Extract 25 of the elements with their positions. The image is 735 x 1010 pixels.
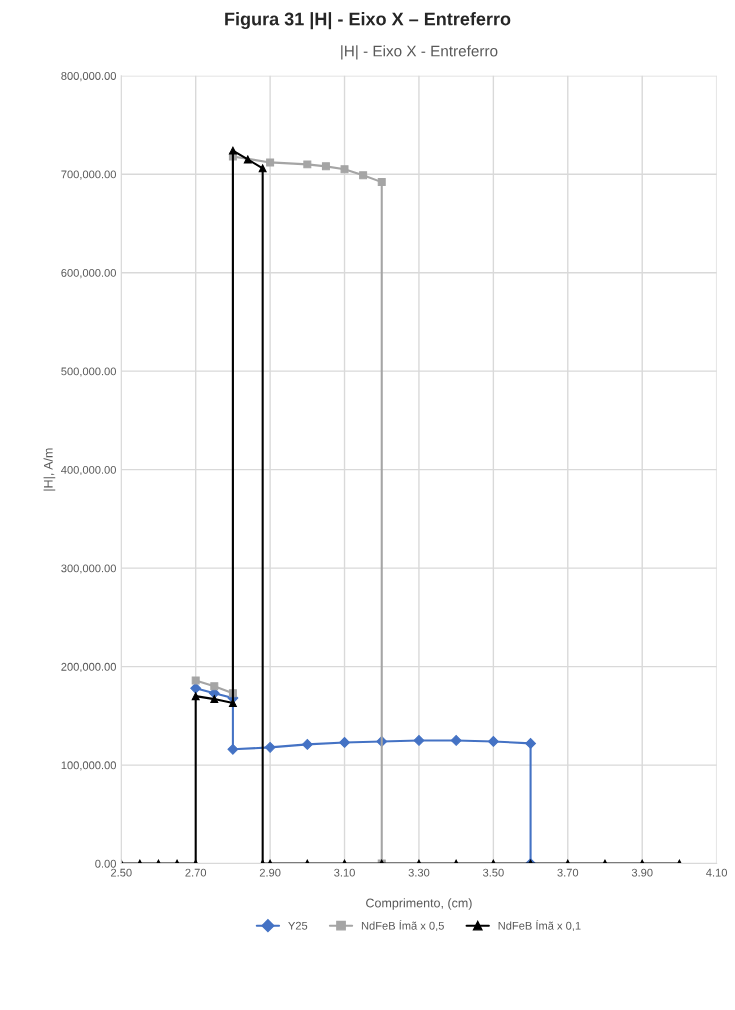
x-tick-label: 2.70: [185, 868, 207, 877]
y-tick-label: 600,000.00: [61, 268, 116, 279]
y-tick-label: 200,000.00: [61, 662, 116, 673]
x-axis-title: Comprimento, (cm): [366, 898, 472, 910]
x-tick-label: 2.50: [111, 868, 132, 877]
y-tick-label: 700,000.00: [61, 170, 116, 180]
y-tick-label: 400,000.00: [61, 465, 116, 476]
y-tick-label: 100,000.00: [61, 761, 116, 771]
y-tick-label: 500,000.00: [61, 367, 116, 377]
legend-label: NdFeB Ímã x 0,5: [361, 919, 444, 931]
x-tick-label: 3.50: [482, 868, 504, 877]
y-tick-label: 0.00: [95, 859, 116, 868]
x-tick-label: 3.90: [631, 868, 653, 877]
x-tick-label: 4.10: [706, 868, 727, 877]
x-tick-label: 3.70: [557, 868, 579, 877]
chart-subtitle: |H| - Eixo X - Entreferro: [341, 45, 498, 60]
chart-title: Figura 31 |H| - Eixo X – Entreferro: [225, 12, 511, 30]
legend-label: NdFeB Ímã x 0,1: [498, 919, 581, 931]
x-tick-label: 2.90: [259, 868, 281, 877]
y-tick-label: 800,000.00: [61, 72, 116, 82]
y-tick-label: 300,000.00: [61, 564, 116, 574]
legend-label: Y25: [288, 921, 308, 930]
x-tick-label: 3.30: [408, 868, 430, 877]
y-axis-title: |H|, A/m: [43, 448, 56, 491]
x-tick-label: 3.10: [334, 868, 355, 877]
